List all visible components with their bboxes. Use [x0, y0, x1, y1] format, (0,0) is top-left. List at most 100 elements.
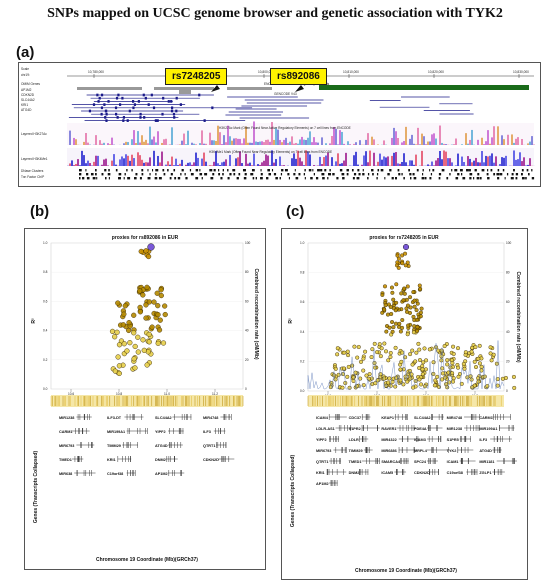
ld-point	[462, 362, 466, 366]
ld-point	[394, 322, 398, 326]
y-tick-label: 0.2	[43, 358, 48, 362]
ruler-tick: 10,810,000	[343, 70, 359, 74]
ld-point	[346, 353, 350, 357]
ld-point	[403, 292, 407, 296]
ld-point	[496, 384, 500, 388]
ld-point	[457, 375, 461, 379]
plot-b-genes-label: Genes (Transcripts Collapsed)	[33, 451, 39, 524]
ld-point	[155, 303, 160, 308]
ld-point	[131, 313, 136, 318]
ld-point	[122, 341, 127, 346]
ld-point	[386, 359, 390, 363]
ld-point	[391, 330, 395, 334]
gene-label: MIR1238	[447, 427, 462, 431]
ld-point	[335, 353, 339, 357]
gene-label: AP1M2	[155, 472, 168, 476]
y-tick-label: 0.6	[43, 299, 48, 303]
ld-point	[389, 312, 393, 316]
gene-label: QTRT1	[203, 444, 215, 448]
track-label: SLC44A2	[21, 98, 35, 102]
ld-point	[415, 308, 419, 312]
ld-point	[378, 342, 382, 346]
ld-point	[447, 371, 451, 375]
plot-c-y2label: Combined recombination rate (cM/Mb)	[515, 271, 521, 362]
ld-point	[406, 285, 410, 289]
ld-point	[464, 350, 468, 354]
ld-point	[152, 300, 157, 305]
ld-point	[405, 298, 409, 302]
ld-point	[413, 299, 417, 303]
ld-point	[421, 361, 425, 365]
ld-point	[418, 287, 422, 291]
ld-point	[381, 293, 385, 297]
ld-point	[445, 358, 449, 362]
gene-label: TIMM29	[107, 444, 121, 448]
ld-point	[452, 352, 456, 356]
y-tick-label: 0.4	[300, 330, 305, 334]
ld-point	[402, 298, 406, 302]
track-label: AP1M2	[21, 88, 32, 92]
ld-point	[489, 345, 493, 349]
ld-point	[400, 351, 404, 355]
y2-tick-label: 100	[245, 241, 251, 245]
gene-label: MIR6886	[381, 449, 396, 453]
ld-point	[394, 282, 398, 286]
ld-point	[159, 287, 164, 292]
y-tick-label: 0.0	[300, 389, 305, 393]
ld-point	[361, 369, 365, 373]
ld-point	[412, 330, 416, 334]
gene-label: ILF3-DT	[107, 416, 122, 420]
ld-point	[384, 303, 388, 307]
y-tick-label: 1.0	[43, 241, 48, 245]
plot-c-ylabel: R²	[288, 318, 294, 324]
ld-point	[370, 355, 374, 359]
y-tick-label: 0.0	[43, 387, 48, 391]
ld-point	[423, 347, 427, 351]
ld-point	[389, 351, 393, 355]
ld-point	[138, 305, 143, 310]
ld-point	[123, 303, 128, 308]
ld-point	[113, 369, 118, 374]
ld-point	[445, 363, 449, 367]
ld-point	[383, 285, 387, 289]
ld-point	[433, 379, 437, 383]
ld-point	[110, 329, 115, 334]
gene-label: TMED1	[59, 458, 72, 462]
ld-point	[492, 353, 496, 357]
gene-label: CDC37	[349, 416, 361, 420]
ld-point	[131, 330, 136, 335]
ld-point	[332, 373, 336, 377]
ld-point	[406, 304, 410, 308]
ld-point	[383, 342, 387, 346]
ld-point	[384, 350, 388, 354]
ld-point	[150, 325, 155, 330]
ld-point	[121, 312, 126, 317]
ld-point	[474, 365, 478, 369]
gene-label: C19orf38	[447, 471, 463, 475]
gene-label: MIR199A1	[479, 427, 497, 431]
ld-point	[399, 368, 403, 372]
y2-tick-label: 0	[506, 389, 508, 393]
ld-point	[115, 301, 120, 306]
gene-label: TMED1	[349, 460, 362, 464]
ld-point	[401, 261, 405, 265]
ld-point	[416, 325, 420, 329]
track-label: KRI1	[21, 103, 28, 107]
gene-label: DNM2	[155, 458, 166, 462]
gene-label: MIR4748	[447, 416, 462, 420]
ruler-tick: 10,820,000	[428, 70, 444, 74]
gene-label: ICAM1	[447, 460, 459, 464]
gene-label: MIR4322	[381, 438, 396, 442]
ld-point	[443, 344, 447, 348]
y2-tick-label: 100	[506, 241, 512, 245]
gene-label: S1PR2	[349, 427, 361, 431]
figure-title: SNPs mapped on UCSC genome browser and g…	[0, 6, 550, 22]
ld-point	[147, 339, 152, 344]
lead-snp-point	[148, 244, 155, 251]
ld-point	[418, 378, 422, 382]
ld-point	[452, 376, 456, 380]
ld-point	[418, 284, 422, 288]
ld-point	[347, 365, 351, 369]
ld-point	[135, 335, 140, 340]
